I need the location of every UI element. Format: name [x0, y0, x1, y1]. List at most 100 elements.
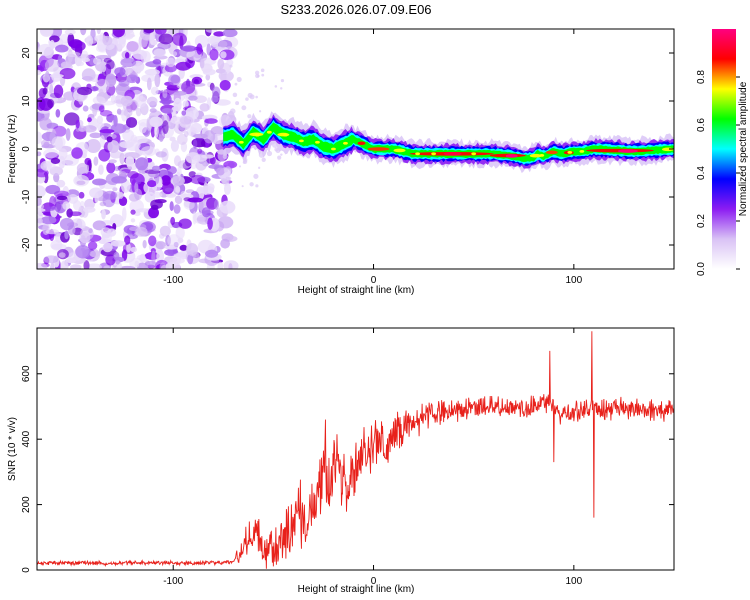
noise-speckle [179, 244, 188, 251]
noise-speckle [37, 185, 46, 198]
noise-speckle [235, 101, 240, 106]
noise-speckle [196, 43, 203, 55]
noise-speckle [102, 190, 118, 200]
noise-speckle [229, 108, 236, 114]
noise-speckle [49, 262, 55, 269]
noise-speckle [64, 230, 69, 240]
noise-speckle [164, 64, 177, 73]
ridge-peak [331, 147, 336, 151]
noise-speckle [203, 130, 216, 144]
figure-title: S233.2026.026.07.09.E06 [280, 2, 431, 17]
noise-speckle [152, 59, 162, 65]
noise-speckle [71, 147, 83, 159]
spectrogram-noise-layer [37, 29, 285, 269]
noise-speckle [172, 51, 178, 57]
noise-speckle [78, 191, 85, 199]
noise-speckle [169, 136, 176, 142]
noise-speckle [107, 140, 120, 153]
noise-speckle [135, 226, 148, 237]
noise-speckle [127, 170, 139, 179]
noise-speckle [82, 125, 97, 133]
noise-speckle [229, 64, 233, 68]
noise-speckle [179, 116, 194, 125]
noise-speckle [86, 263, 102, 269]
noise-speckle [200, 185, 215, 195]
noise-speckle [82, 105, 89, 112]
noise-speckle [42, 87, 48, 95]
noise-speckle [173, 97, 182, 112]
noise-speckle [43, 255, 59, 264]
noise-speckle [192, 211, 197, 225]
colorbar-bar [712, 29, 736, 269]
noise-speckle [173, 91, 187, 96]
noise-speckle [223, 71, 227, 76]
noise-speckle [134, 260, 140, 268]
noise-speckle [205, 73, 211, 81]
noise-speckle [226, 59, 234, 66]
noise-speckle [185, 152, 201, 164]
noise-speckle [170, 175, 186, 186]
noise-speckle [217, 58, 225, 70]
noise-speckle [147, 180, 157, 188]
colorbar-tick-label: 0.0 [696, 262, 707, 276]
noise-speckle [192, 139, 198, 149]
noise-speckle [103, 57, 112, 63]
ridge-peak [367, 147, 390, 151]
noise-speckle [69, 264, 82, 269]
noise-speckle [190, 162, 197, 170]
noise-speckle [266, 150, 273, 157]
noise-speckle [154, 29, 167, 35]
noise-speckle [41, 144, 56, 149]
noise-speckle [126, 74, 139, 84]
noise-speckle [92, 96, 106, 105]
noise-speckle [151, 250, 156, 265]
spectral-ridge-layer [223, 122, 674, 162]
noise-speckle [51, 243, 67, 250]
noise-speckle [207, 217, 213, 230]
noise-speckle [138, 122, 147, 134]
noise-speckle [37, 207, 46, 213]
noise-speckle [274, 85, 278, 88]
noise-speckle [148, 235, 157, 247]
colorbar-label: Normalized spectral amplitude [738, 81, 749, 216]
noise-speckle [67, 193, 79, 204]
noise-speckle [228, 177, 232, 181]
noise-speckle [144, 68, 160, 76]
ridge-peak [539, 154, 545, 157]
noise-speckle [261, 157, 266, 162]
ridge-peak [254, 133, 260, 137]
noise-speckle [148, 207, 159, 219]
noise-speckle [186, 126, 198, 137]
ridge-peak [266, 130, 272, 134]
noise-speckle [205, 29, 218, 33]
noise-speckle [166, 57, 176, 68]
noise-speckle [170, 139, 180, 152]
noise-speckle [199, 103, 210, 112]
noise-speckle [130, 209, 136, 215]
noise-speckle [161, 108, 174, 114]
noise-speckle [223, 182, 231, 196]
noise-speckle [218, 40, 228, 48]
noise-speckle [37, 69, 42, 76]
spectrogram-ytick-label: -20 [21, 237, 32, 252]
noise-speckle [73, 174, 90, 187]
noise-speckle [217, 261, 224, 269]
noise-speckle [83, 260, 90, 269]
noise-speckle [169, 201, 174, 212]
noise-speckle [114, 67, 126, 77]
noise-speckle [146, 77, 152, 91]
noise-speckle [134, 188, 143, 200]
ridge-peak [505, 154, 518, 158]
noise-speckle [87, 117, 92, 123]
noise-speckle [49, 73, 64, 79]
noise-speckle [122, 98, 139, 112]
snr-ytick-label: 200 [21, 496, 32, 513]
noise-speckle [59, 217, 75, 231]
noise-speckle [55, 44, 69, 53]
ridge-peak [393, 148, 406, 153]
noise-speckle [280, 79, 285, 83]
noise-speckle [65, 257, 77, 264]
ridge-peak [357, 141, 366, 146]
